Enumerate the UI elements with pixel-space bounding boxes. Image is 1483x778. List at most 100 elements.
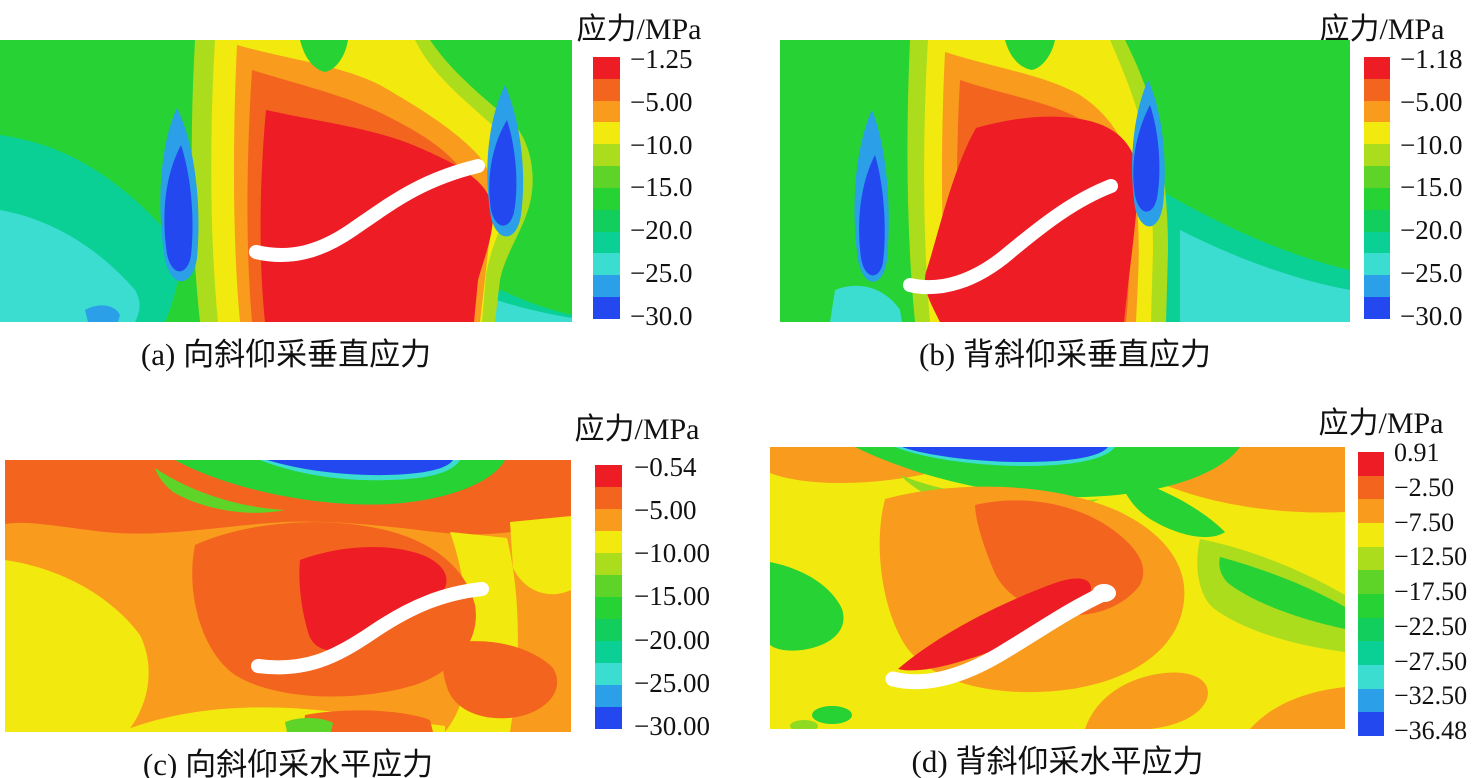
colorbar-segment [593,209,620,232]
colorbar-tick-label: −36.48 [1394,716,1468,745]
colorbar-segment [1364,297,1390,319]
colorbar-tick-label: −25.0 [630,258,693,289]
colorbar-segment [1364,144,1390,167]
colorbar-tick-label: −25.0 [1400,258,1463,289]
panel-c: 应力/MPa −0.54 −5.00 −10.00 −15.00 −20.00 −25.0… [0,390,745,778]
colorbar-segment [1364,209,1390,232]
colorbar-segment [1358,546,1384,571]
colorbar-d [1358,452,1384,737]
colorbar-tick-label: −30.0 [1400,300,1463,331]
caption-b: (b) 背斜仰采垂直应力 [919,337,1211,372]
caption-a: (a) 向斜仰采垂直应力 [140,337,432,372]
legend-title-a: 应力/MPa [576,13,702,46]
colorbar-segment [1358,665,1384,689]
contour-plot-c-horizontal-stress-syncline [5,460,571,732]
colorbar-tick-label: −5.00 [1400,86,1463,117]
colorbar-tick-label: −27.50 [1394,646,1468,676]
colorbar-segment [1364,78,1390,101]
colorbar-tick-label: −2.50 [1394,472,1455,502]
colorbar-segment [593,166,620,188]
legend-title-c: 应力/MPa [574,413,700,446]
colorbar-segment [595,663,622,685]
colorbar-segment [595,465,622,487]
mined-seam-band [249,159,485,263]
colorbar-segment [1364,57,1390,79]
contour-plot-a-vertical-stress-syncline [0,40,572,322]
colorbar-segment [1358,688,1384,713]
colorbar-segment [1364,187,1390,210]
colorbar-segment [1358,499,1384,524]
colorbar-segment [1358,452,1384,476]
mined-seam-band [885,585,1113,690]
panel-b: 应力/MPa −1.18 −5.00 −10.0 −15.0 −20.0 −25.0 −30… [745,0,1483,390]
colorbar-segment [595,597,622,619]
colorbar-segment [595,685,622,707]
colorbar-segment [593,275,620,298]
legend-title-d: 应力/MPa [1318,407,1444,440]
colorbar-segment [1358,475,1384,500]
colorbar-segment [593,57,620,79]
colorbar-tick-label: −22.50 [1394,611,1468,641]
colorbar-tick-label: −10.0 [630,129,693,160]
colorbar-tick-label: −17.50 [1394,577,1468,606]
colorbar-labels-d: 0.91 −2.50 −7.50 −12.50 −17.50 −22.50 −27.50 −3… [1394,440,1467,744]
colorbar-segment [595,531,622,553]
colorbar-segment [1358,641,1384,666]
colorbar-tick-label: −10.00 [634,538,710,569]
colorbar-segment [593,100,620,123]
colorbar-segment [593,231,620,254]
colorbar-tick-label: −30.0 [630,300,693,331]
panel-a: 应力/MPa −1.25 −5.00 −10.0 −15.0 −20.0 −25.0 −30… [0,0,745,390]
colorbar-segment [595,509,622,531]
mined-seam-band [903,179,1118,295]
colorbar-tick-label: −15.0 [1400,172,1463,203]
colorbar-tick-label: −10.0 [1400,129,1463,160]
colorbar-tick-label: −30.00 [634,710,710,741]
colorbar-segment [1358,594,1384,618]
colorbar-segment [593,144,620,167]
colorbar-labels-b: −1.18 −5.00 −10.0 −15.0 −20.0 −25.0 −30.0 [1400,46,1462,330]
colorbar-segment [1358,617,1384,642]
colorbar-segment [595,641,622,663]
colorbar-segment [595,553,622,575]
colorbar-segment [1364,253,1390,276]
colorbar-segment [595,707,622,729]
caption-c: (c) 向斜仰采水平应力 [142,747,434,778]
colorbar-tick-label: −15.00 [634,581,710,612]
colorbar-b [1364,57,1390,319]
colorbar-tick-label: −32.50 [1394,681,1468,711]
colorbar-tick-label: −20.0 [1400,215,1463,246]
colorbar-segment [593,122,620,145]
colorbar-segment [1364,122,1390,145]
colorbar-tick-label: −15.0 [630,172,693,203]
colorbar-segment [595,575,622,597]
colorbar-segment [1364,231,1390,254]
colorbar-tick-label: −0.54 [634,452,697,482]
colorbar-tick-label: −25.00 [634,667,710,698]
colorbar-tick-label: −1.25 [630,44,693,74]
colorbar-segment [595,619,622,641]
colorbar-tick-label: −5.00 [634,495,697,526]
colorbar-segment [1358,712,1384,737]
contour-plot-b-vertical-stress-anticline [780,40,1350,322]
mined-seam-band [251,582,489,675]
colorbar-segment [1358,523,1384,547]
colorbar-segment [593,78,620,101]
colorbar-segment [593,187,620,210]
colorbar-tick-label: −20.00 [634,624,710,655]
contour-plot-d-horizontal-stress-anticline [770,447,1345,729]
colorbar-labels-c: −0.54 −5.00 −10.00 −15.00 −20.00 −25.00 −30.00 [634,454,710,740]
colorbar-segment [1364,100,1390,123]
colorbar-segment [593,253,620,276]
colorbar-labels-a: −1.25 −5.00 −10.0 −15.0 −20.0 −25.0 −30.0 [630,46,692,330]
colorbar-tick-label: −12.50 [1394,542,1468,572]
colorbar-tick-label: 0.91 [1394,438,1440,467]
colorbar-tick-label: −7.50 [1394,507,1455,537]
colorbar-segment [595,487,622,509]
colorbar-tick-label: −20.0 [630,215,693,246]
colorbar-segment [1364,166,1390,188]
colorbar-c [595,465,622,729]
colorbar-a [593,57,620,319]
caption-d: (d) 背斜仰采水平应力 [911,744,1204,778]
